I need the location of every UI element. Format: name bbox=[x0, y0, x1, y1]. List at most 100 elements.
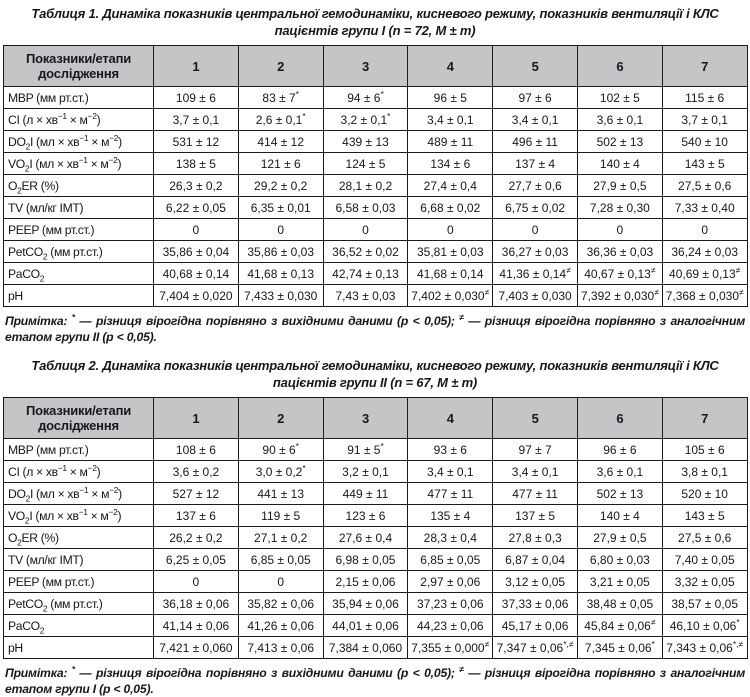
table1-header-row: Показники/етапи дослідження 1 2 3 4 5 6 7 bbox=[3, 45, 748, 87]
value-cell: 7,421 ± 0,060 bbox=[153, 636, 239, 659]
table-row: TV (мл/кг ІМТ) 6,22 ± 0,05 6,35 ± 0,01 6,58… bbox=[3, 196, 748, 219]
value-cell: 3,7 ± 0,1 bbox=[661, 108, 748, 131]
value-cell: 42,74 ± 0,13 bbox=[322, 262, 409, 285]
table1-body: MBP (мм рт.ст.) 109 ± 6 83 ± 7* 94 ± 6* 96 ±… bbox=[3, 86, 748, 307]
value-cell: 477 ± 11 bbox=[492, 482, 578, 505]
value-cell: 3,7 ± 0,1 bbox=[153, 108, 239, 131]
value-cell: 46,10 ± 0,06* bbox=[661, 614, 748, 637]
value-cell: 27,6 ± 0,4 bbox=[322, 526, 409, 549]
value-cell: 35,81 ± 0,03 bbox=[407, 240, 494, 263]
stage-column-header: 1 bbox=[153, 45, 239, 87]
value-cell: 7,347 ± 0,06*,≠ bbox=[492, 636, 578, 659]
value-cell: 124 ± 5 bbox=[322, 152, 409, 175]
row-label: DO2I (мл × хв−1 × м−2) bbox=[3, 130, 154, 153]
table2-caption: Таблиця 2. Динаміка показників центральн… bbox=[31, 358, 719, 390]
value-cell: 3,12 ± 0,05 bbox=[492, 570, 578, 593]
value-cell: 97 ± 6 bbox=[492, 86, 578, 109]
table-row: VO2I (мл × хв−1 × м−2) 138 ± 5 121 ± 6 124 … bbox=[3, 152, 748, 175]
value-cell: 41,68 ± 0,14 bbox=[407, 262, 494, 285]
table2-body: MBP (мм рт.ст.) 108 ± 6 90 ± 6* 91 ± 5* 93 ±… bbox=[3, 438, 748, 659]
value-cell: 36,52 ± 0,02 bbox=[322, 240, 409, 263]
table2-section: Таблиця 2. Динаміка показників центральн… bbox=[3, 358, 748, 697]
value-cell: 6,98 ± 0,05 bbox=[322, 548, 409, 571]
table2-hemodynamics-group2: Показники/етапи дослідження 1 2 3 4 5 6 7 MBP (… bbox=[3, 397, 748, 659]
table-row: PEEP (мм рт.ст.) 0 0 2,15 ± 0,06 2,97 ± 0,06… bbox=[3, 570, 748, 593]
value-cell: 441 ± 13 bbox=[237, 482, 324, 505]
row-label: PaCO2 bbox=[3, 262, 154, 285]
value-cell: 6,80 ± 0,03 bbox=[576, 548, 663, 571]
value-cell: 3,6 ± 0,2 bbox=[153, 460, 239, 483]
row-label: O2ER (%) bbox=[3, 174, 154, 197]
value-cell: 41,26 ± 0,06 bbox=[237, 614, 324, 637]
value-cell: 143 ± 5 bbox=[661, 504, 748, 527]
value-cell: 26,2 ± 0,2 bbox=[153, 526, 239, 549]
value-cell: 6,35 ± 0,01 bbox=[237, 196, 324, 219]
stage-column-header: 7 bbox=[661, 397, 748, 439]
value-cell: 45,84 ± 0,06≠ bbox=[576, 614, 663, 637]
table-row: MBP (мм рт.ст.) 109 ± 6 83 ± 7* 94 ± 6* 96 ±… bbox=[3, 86, 748, 109]
value-cell: 140 ± 4 bbox=[576, 504, 663, 527]
value-cell: 414 ± 12 bbox=[237, 130, 324, 153]
row-label: O2ER (%) bbox=[3, 526, 154, 549]
value-cell: 96 ± 6 bbox=[576, 438, 663, 461]
value-cell: 119 ± 5 bbox=[237, 504, 324, 527]
value-cell: 7,403 ± 0,030 bbox=[492, 284, 578, 307]
table2-footnote: Примітка: * — різниця вірогідна порівнян… bbox=[5, 663, 746, 696]
value-cell: 0 bbox=[661, 218, 748, 241]
stage-column-header: 4 bbox=[407, 45, 494, 87]
value-cell: 27,1 ± 0,2 bbox=[237, 526, 324, 549]
value-cell: 3,21 ± 0,05 bbox=[576, 570, 663, 593]
stage-column-header: 3 bbox=[322, 397, 409, 439]
value-cell: 123 ± 6 bbox=[322, 504, 409, 527]
row-label: DO2I (мл × хв−1 × м−2) bbox=[3, 482, 154, 505]
value-cell: 7,368 ± 0,030≠ bbox=[661, 284, 748, 307]
value-cell: 0 bbox=[153, 218, 239, 241]
value-cell: 3,6 ± 0,1 bbox=[576, 108, 663, 131]
stage-column-header: 6 bbox=[576, 397, 663, 439]
value-cell: 3,2 ± 0,1* bbox=[322, 108, 409, 131]
table1-caption: Таблиця 1. Динаміка показників центральн… bbox=[31, 6, 719, 38]
value-cell: 40,69 ± 0,13≠ bbox=[661, 262, 748, 285]
value-cell: 439 ± 13 bbox=[322, 130, 409, 153]
value-cell: 83 ± 7* bbox=[237, 86, 324, 109]
value-cell: 137 ± 6 bbox=[153, 504, 239, 527]
value-cell: 138 ± 5 bbox=[153, 152, 239, 175]
table-row: PetCO2 (мм рт.ст.) 35,86 ± 0,04 35,86 ± 0,… bbox=[3, 240, 748, 263]
stage-column-header: 5 bbox=[492, 45, 578, 87]
value-cell: 489 ± 11 bbox=[407, 130, 494, 153]
table-row: CI (л × хв−1 × м−2) 3,7 ± 0,1 2,6 ± 0,1* 3,… bbox=[3, 108, 748, 131]
value-cell: 6,22 ± 0,05 bbox=[153, 196, 239, 219]
table-row: PaCO2 41,14 ± 0,06 41,26 ± 0,06 44,01 ± 0,0… bbox=[3, 614, 748, 637]
value-cell: 502 ± 13 bbox=[576, 482, 663, 505]
value-cell: 26,3 ± 0,2 bbox=[153, 174, 239, 197]
table-row: pH 7,404 ± 0,020 7,433 ± 0,030 7,43 ± 0,03 7… bbox=[3, 284, 748, 307]
value-cell: 91 ± 5* bbox=[322, 438, 409, 461]
value-cell: 96 ± 5 bbox=[407, 86, 494, 109]
value-cell: 90 ± 6* bbox=[237, 438, 324, 461]
stage-column-header: 4 bbox=[407, 397, 494, 439]
value-cell: 2,97 ± 0,06 bbox=[407, 570, 494, 593]
table-row: TV (мл/кг ІМТ) 6,25 ± 0,05 6,85 ± 0,05 6,98… bbox=[3, 548, 748, 571]
value-cell: 121 ± 6 bbox=[237, 152, 324, 175]
value-cell: 6,58 ± 0,03 bbox=[322, 196, 409, 219]
value-cell: 7,404 ± 0,020 bbox=[153, 284, 239, 307]
table1-footnote: Примітка: * — різниця вірогідна порівнян… bbox=[5, 311, 746, 344]
value-cell: 105 ± 6 bbox=[661, 438, 748, 461]
value-cell: 97 ± 7 bbox=[492, 438, 578, 461]
value-cell: 7,413 ± 0,06 bbox=[237, 636, 324, 659]
value-cell: 35,94 ± 0,06 bbox=[322, 592, 409, 615]
stage-column-header: 7 bbox=[661, 45, 748, 87]
value-cell: 7,355 ± 0,000≠ bbox=[407, 636, 494, 659]
value-cell: 477 ± 11 bbox=[407, 482, 494, 505]
indicators-stages-header: Показники/етапи дослідження bbox=[3, 45, 154, 87]
value-cell: 3,8 ± 0,1 bbox=[661, 460, 748, 483]
row-label: TV (мл/кг ІМТ) bbox=[3, 196, 154, 219]
value-cell: 3,32 ± 0,05 bbox=[661, 570, 748, 593]
row-label: pH bbox=[3, 636, 154, 659]
table-row: VO2I (мл × хв−1 × м−2) 137 ± 6 119 ± 5 123 … bbox=[3, 504, 748, 527]
row-label: CI (л × хв−1 × м−2) bbox=[3, 460, 154, 483]
row-label: pH bbox=[3, 284, 154, 307]
value-cell: 27,9 ± 0,5 bbox=[576, 174, 663, 197]
value-cell: 3,4 ± 0,1 bbox=[492, 460, 578, 483]
